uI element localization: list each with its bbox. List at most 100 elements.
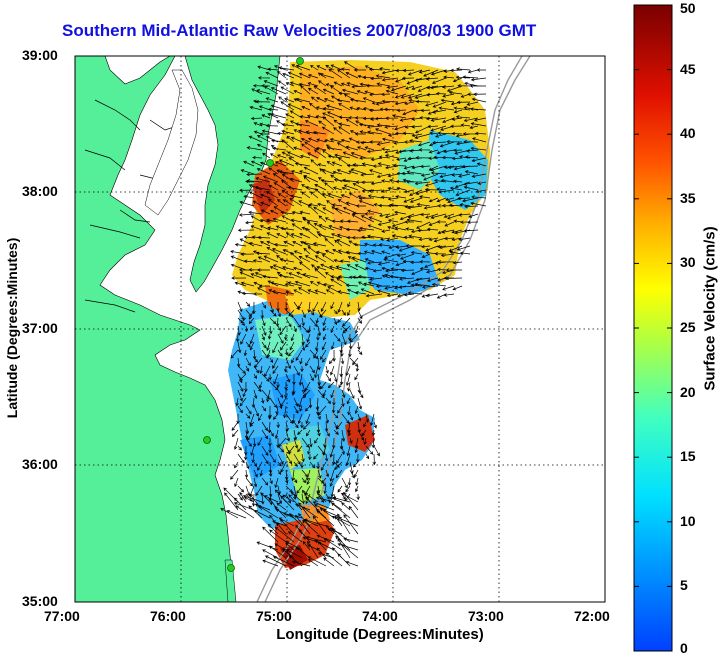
velocity-arrow — [338, 103, 351, 111]
velocity-arrow — [289, 513, 303, 527]
velocity-arrow — [348, 170, 359, 175]
velocity-arrow — [267, 413, 272, 420]
velocity-arrow — [242, 494, 263, 503]
map-grid — [75, 56, 605, 602]
velocity-arrow — [291, 64, 303, 71]
y-axis-label: Latitude (Degrees:Minutes) — [4, 237, 20, 419]
velocity-arrow — [455, 75, 471, 80]
velocity-arrow — [304, 255, 319, 263]
velocity-arrow — [269, 266, 279, 271]
velocity-arrow — [314, 268, 327, 279]
velocity-arrow — [334, 239, 343, 247]
velocity-arrow — [279, 325, 287, 336]
velocity-arrow — [315, 317, 319, 324]
velocity-arrow — [408, 234, 423, 239]
velocity-arrow — [273, 182, 287, 191]
y-tick-label: 37:00 — [22, 320, 58, 336]
velocity-arrow — [342, 317, 351, 327]
velocity-arrow — [265, 71, 279, 79]
velocity-arrow — [307, 152, 319, 159]
velocity-arrow — [332, 496, 351, 503]
velocity-arrow — [411, 133, 423, 138]
velocity-arrow — [345, 485, 351, 493]
velocity-arrow — [421, 244, 431, 249]
velocity-arrow — [430, 171, 447, 175]
velocity-arrow — [323, 98, 335, 103]
velocity-arrow — [405, 180, 423, 184]
velocity-arrow — [428, 197, 439, 203]
velocity-arrow — [345, 453, 351, 467]
velocity-arrow — [394, 210, 407, 215]
velocity-arrow — [360, 215, 375, 223]
velocity-arrow — [386, 237, 399, 242]
velocity-arrow — [315, 397, 320, 411]
velocity-arrow — [310, 96, 319, 103]
velocity-arrow — [293, 437, 299, 449]
velocity-arrow — [453, 219, 463, 223]
velocity-arrow — [268, 184, 279, 191]
velocity-arrow — [325, 83, 335, 87]
velocity-arrow — [299, 232, 311, 239]
velocity-arrow — [244, 429, 249, 440]
velocity-arrow — [290, 136, 303, 143]
velocity-arrow — [277, 485, 281, 495]
radar-sites — [203, 57, 304, 572]
velocity-arrow — [266, 389, 271, 403]
velocity-arrow — [381, 92, 391, 97]
velocity-arrow — [384, 149, 399, 154]
velocity-arrow — [357, 228, 367, 233]
velocity-arrow — [331, 219, 343, 223]
velocity-arrow — [330, 485, 335, 498]
velocity-arrow — [348, 349, 352, 358]
velocity-arrow — [357, 349, 363, 356]
velocity-arrow — [293, 461, 298, 467]
velocity-arrow — [316, 96, 327, 103]
velocity-arrow — [285, 413, 294, 424]
velocity-arrow — [310, 159, 319, 167]
velocity-arrow — [325, 469, 330, 478]
velocity-arrow — [298, 373, 303, 386]
velocity-arrow — [333, 373, 338, 383]
velocity-arrow — [451, 117, 463, 121]
velocity-arrow — [252, 155, 263, 160]
velocity-arrow — [258, 413, 263, 422]
velocity-arrow — [402, 131, 415, 135]
velocity-arrow — [413, 109, 423, 113]
velocity-arrow — [322, 445, 327, 456]
velocity-arrow — [346, 397, 351, 405]
velocity-arrow — [248, 317, 255, 325]
colorbar-tick-label: 15 — [680, 448, 696, 465]
colorbar-tick-label: 45 — [680, 60, 696, 77]
velocity-arrow — [291, 223, 303, 231]
velocity-arrow — [387, 197, 399, 201]
velocity-arrow — [371, 249, 383, 255]
velocity-arrow — [261, 114, 271, 119]
velocity-arrow — [325, 413, 330, 424]
velocity-arrow — [331, 405, 336, 414]
velocity-arrow — [293, 89, 303, 95]
velocity-arrow — [274, 161, 287, 167]
velocity-arrow — [239, 188, 255, 193]
velocity-arrow — [297, 413, 303, 425]
velocity-arrow — [368, 189, 383, 193]
velocity-arrow — [268, 469, 273, 477]
velocity-arrow — [252, 437, 257, 448]
velocity-arrow — [392, 163, 407, 168]
velocity-arrow — [342, 178, 359, 183]
velocity-arrow — [420, 173, 431, 177]
velocity-arrow — [325, 289, 335, 295]
velocity-arrow — [449, 250, 463, 255]
velocity-arrow — [324, 249, 335, 255]
velocity-arrow — [313, 149, 327, 159]
velocity-arrow — [445, 276, 463, 281]
velocity-arrow — [384, 125, 399, 129]
colorbar-tick-label: 35 — [680, 189, 696, 206]
velocity-arrow — [265, 191, 279, 199]
velocity-arrow — [379, 213, 391, 218]
velocity-arrow — [240, 333, 247, 345]
velocity-arrow — [293, 317, 301, 328]
velocity-arrow — [261, 341, 267, 349]
velocity-arrow — [470, 122, 487, 127]
velocity-arrow — [426, 269, 439, 274]
velocity-arrow — [230, 249, 247, 255]
